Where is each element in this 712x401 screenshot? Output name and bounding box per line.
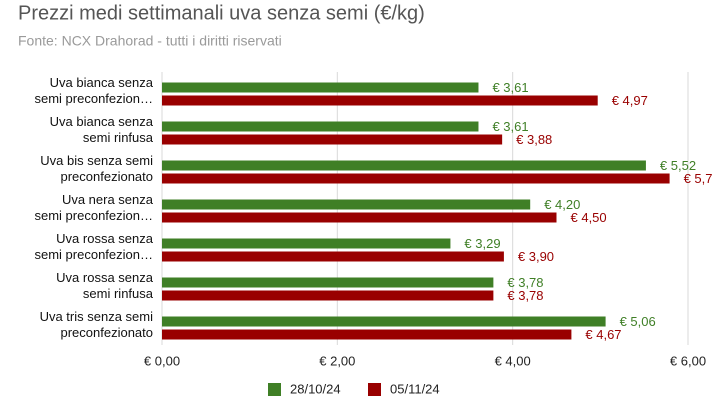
y-tick-label: preconfezionato [60,325,153,340]
chart-subtitle: Fonte: NCX Drahorad - tutti i diritti ri… [18,33,282,49]
legend-label: 05/11/24 [390,381,440,396]
bar [162,329,572,340]
y-tick-label: Uva rossa senza [56,231,154,246]
bar [162,134,503,145]
y-tick-label: semi preconfezion… [35,91,154,106]
value-label: € 4,97 [612,93,648,108]
y-tick-label: Uva bianca senza [50,114,154,129]
value-label: € 3,88 [516,132,552,147]
bar [162,173,670,184]
x-tick-label: € 6,00 [670,353,706,368]
value-label: € 3,61 [492,119,528,134]
y-tick-label: semi rinfusa [83,286,154,301]
x-tick-label: € 0,00 [144,353,180,368]
y-tick-label: Uva rossa senza [56,270,154,285]
bar [162,95,598,106]
y-tick-label: Uva nera senza [62,192,154,207]
y-tick-label: semi preconfezion… [35,247,154,262]
value-label: € 4,67 [585,327,621,342]
y-tick-label: Uva tris senza semi [40,309,154,324]
bar [162,290,494,301]
bar [162,277,494,288]
value-label: € 3,29 [464,236,500,251]
y-tick-label: semi rinfusa [83,130,154,145]
bar [162,121,479,132]
value-label: € 3,78 [507,288,543,303]
legend-swatch [268,383,281,396]
value-label: € 4,50 [571,210,607,225]
chart-title: Prezzi medi settimanali uva senza semi (… [18,2,425,24]
value-label: € 5,79 [684,171,712,186]
value-label: € 3,61 [492,80,528,95]
bar [162,316,606,327]
legend-swatch [368,383,381,396]
value-label: € 5,52 [660,158,696,173]
bar [162,82,479,93]
value-label: € 4,20 [544,197,580,212]
bar [162,212,557,223]
y-tick-label: Uva bianca senza [50,75,154,90]
value-label: € 3,78 [507,275,543,290]
x-tick-label: € 4,00 [495,353,531,368]
value-label: € 3,90 [518,249,554,264]
y-tick-label: preconfezionato [60,169,153,184]
y-tick-label: Uva bis senza semi [40,153,153,168]
y-tick-label: semi preconfezion… [35,208,154,223]
bar [162,238,451,249]
bar [162,160,646,171]
bar [162,251,504,262]
legend-label: 28/10/24 [290,381,341,396]
x-tick-label: € 2,00 [319,353,355,368]
bar [162,199,531,210]
value-label: € 5,06 [620,314,656,329]
